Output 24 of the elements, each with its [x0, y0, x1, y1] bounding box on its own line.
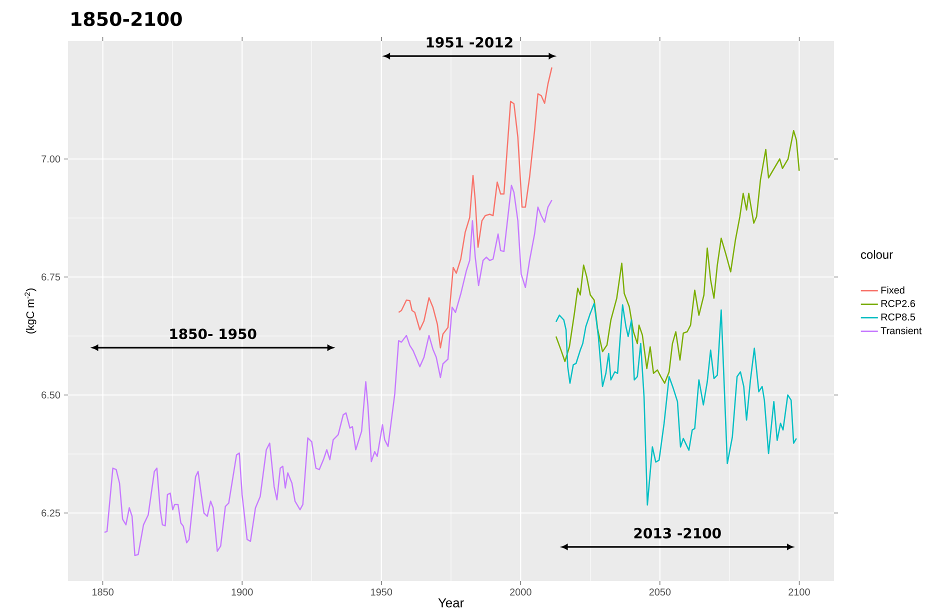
x-tick-label: 1900	[232, 588, 253, 596]
y-tick-label: 6.25	[42, 509, 60, 517]
x-tick-label: 2000	[510, 588, 532, 596]
x-axis-title: Year	[438, 598, 464, 608]
x-tick-label: 1850	[92, 588, 114, 596]
legend-label: Fixed	[881, 286, 904, 294]
legend-title: colour	[861, 250, 893, 259]
x-tick-label: 1950	[371, 588, 392, 596]
y-axis-title: (kgC m$^{-2}$)	[24, 288, 36, 334]
legend-label: RCP8.5	[881, 313, 916, 321]
annotation: 1951 -2012	[426, 37, 512, 48]
legend-label: Transient	[880, 326, 922, 334]
annotation: 1850- 1950	[170, 328, 256, 340]
y-tick-label: 6.50	[42, 391, 60, 399]
x-tick-label: 2050	[649, 588, 671, 596]
chart-title: 1850-2100	[72, 12, 182, 26]
y-tick-label: 7.00	[42, 155, 60, 163]
annotation: 2013 -2100	[634, 528, 721, 538]
line-series	[104, 184, 552, 556]
x-tick-label: 2100	[788, 588, 810, 596]
legend-label: RCP2.6	[881, 300, 916, 308]
y-tick-label: 6.75	[42, 273, 60, 281]
line-series	[398, 66, 552, 348]
line-series	[555, 302, 798, 506]
